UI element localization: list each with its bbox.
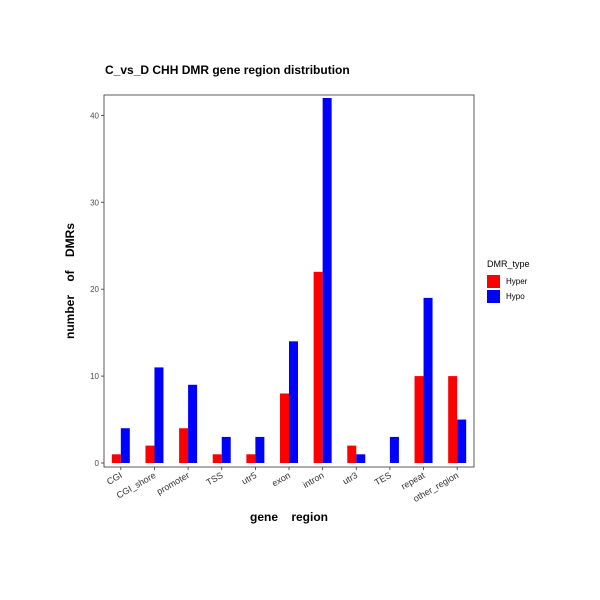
y-axis: 0 10 20 30 40 [90,111,104,468]
bar-hyper-utr5 [246,454,256,463]
x-tick-label: CGI [105,470,124,487]
x-tick-label: exon [270,470,292,488]
x-tick-label: promoter [155,470,191,497]
legend-key-hyper [487,275,500,288]
chart-title: C_vs_D CHH DMR gene region distribution [105,63,350,77]
x-tick-label: utr3 [341,470,359,486]
bar-hyper-cgi [111,454,121,463]
bar-hyper-exon [280,393,289,463]
x-tick-label: TSS [205,470,225,487]
bar-hypo-tes [389,436,399,463]
bar-hyper-tss [212,454,222,463]
bar-hyper-cgi-shore [145,445,155,463]
bar-hyper-promoter [179,428,189,463]
legend-label-hypo: Hypo [506,292,525,301]
y-tick-label: 30 [90,198,99,207]
bar-hypo-repeat [423,297,433,463]
legend-label-hyper: Hyper [506,277,528,286]
legend-title: DMR_type [487,259,530,269]
bar-hypo-intron [322,98,332,463]
bar-hypo-promoter [188,384,198,463]
legend-key-hypo [487,290,500,303]
y-tick-label: 10 [90,372,99,381]
bar-hyper-intron [313,271,323,463]
bar-hyper-other-region [448,376,458,463]
bars [111,98,467,463]
bar-hyper-repeat [414,376,424,463]
y-tick-label: 20 [90,285,99,294]
x-tick-label: TES [373,470,393,487]
bar-hypo-other-region [457,419,467,463]
x-axis-title: gene region [250,510,328,524]
x-tick-label: intron [301,470,325,490]
bar-hypo-exon [289,341,298,463]
bar-hypo-cgi [120,428,130,463]
bar-hyper-utr3 [347,445,357,463]
bar-hypo-cgi-shore [154,367,164,463]
legend: DMR_type Hyper Hypo [487,259,530,303]
y-tick-label: 0 [95,459,100,468]
bar-hypo-utr3 [356,454,366,463]
bar-hypo-tss [221,436,231,463]
bar-hypo-utr5 [255,436,265,463]
y-tick-label: 40 [90,111,99,120]
x-tick-label: utr5 [240,470,258,486]
y-axis-title: number of DMRs [63,223,77,339]
